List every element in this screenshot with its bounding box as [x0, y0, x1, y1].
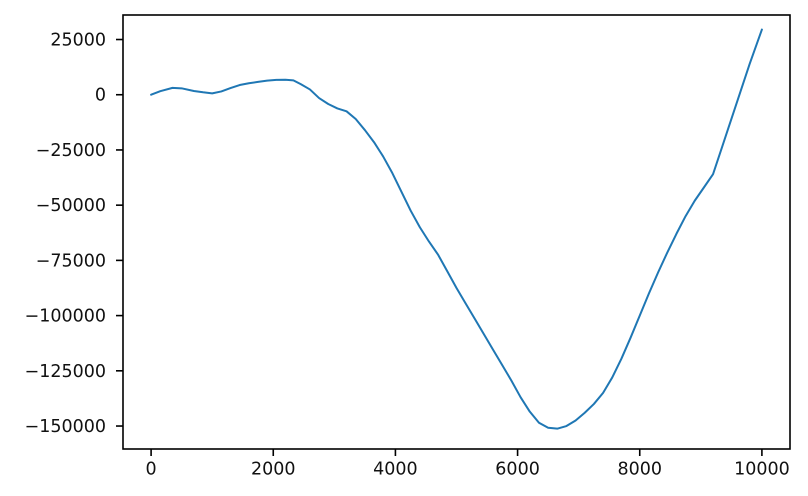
x-tick-label: 2000 [251, 460, 296, 480]
y-tick-label: −50000 [36, 196, 106, 216]
x-tick-label: 8000 [617, 460, 662, 480]
y-tick-label: 0 [95, 86, 106, 106]
y-tick-label: −75000 [36, 251, 106, 271]
x-tick-label: 6000 [495, 460, 540, 480]
x-tick-label: 4000 [373, 460, 418, 480]
y-tick-label: −125000 [25, 362, 106, 382]
x-tick-label: 10000 [734, 460, 790, 480]
axes-spines [122, 14, 791, 450]
y-tick-label: 25000 [50, 31, 106, 51]
y-tick-label: −150000 [25, 417, 106, 437]
x-tick-label: 0 [146, 460, 157, 480]
y-tick-label: −25000 [36, 141, 106, 161]
plot-line [150, 28, 763, 430]
y-tick-label: −100000 [25, 307, 106, 327]
